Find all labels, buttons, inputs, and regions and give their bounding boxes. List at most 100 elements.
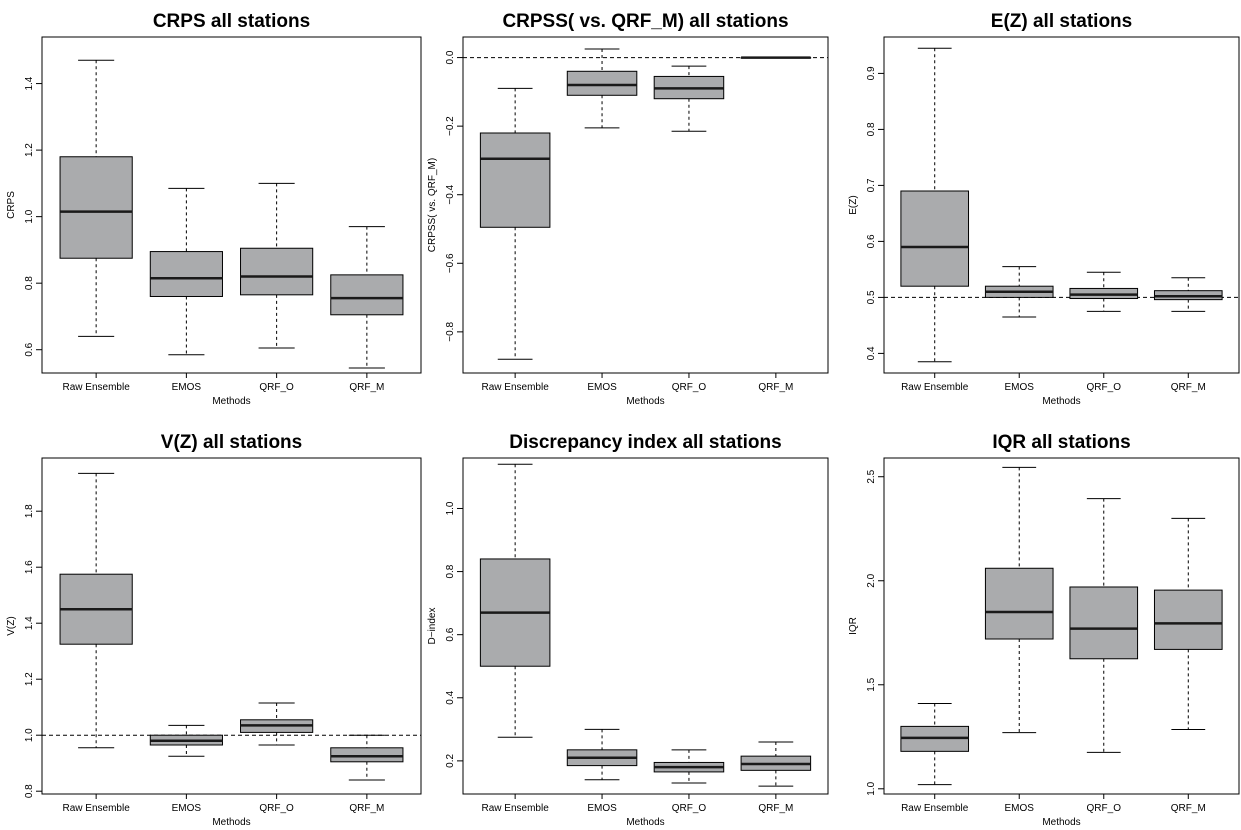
y-tick-label: 0.8	[445, 564, 456, 578]
plot-frame	[41, 457, 422, 795]
y-tick-label: −0.2	[445, 116, 456, 136]
y-tick-label: 1.2	[24, 143, 35, 157]
chart-panel-1: CRPS all stations CRPS 0.6 0.8 1.0 1.2 1.4 Raw …	[6, 11, 422, 407]
box-body	[479, 132, 551, 228]
plot-frame	[462, 457, 829, 795]
y-tick-label: −0.6	[445, 253, 456, 273]
box-body	[566, 70, 638, 96]
box-emos	[984, 266, 1054, 318]
x-tick-label: Raw Ensemble	[63, 382, 131, 393]
x-tick-label: QRF_O	[1087, 382, 1122, 393]
x-tick-label: Raw Ensemble	[901, 803, 969, 814]
box-qrf-m	[740, 741, 812, 787]
y-axis-label: V(Z)	[6, 616, 17, 635]
x-tick-label: Raw Ensemble	[901, 382, 969, 393]
box-raw-ensemble	[900, 702, 970, 786]
box-qrf-m	[330, 226, 404, 369]
box-body	[1153, 589, 1223, 650]
y-tick-label: 0.4	[445, 690, 456, 704]
y-tick-label: 0.2	[445, 753, 456, 767]
x-tick-label: QRF_M	[1171, 803, 1206, 814]
box-qrf-o	[653, 65, 725, 132]
box-raw-ensemble	[59, 59, 133, 337]
y-tick-label: 0.4	[866, 346, 877, 360]
y-tick-label: 1.0	[24, 728, 35, 742]
x-tick-label: Raw Ensemble	[63, 803, 131, 814]
y-tick-label: 1.0	[445, 501, 456, 515]
y-axis-label: D−index	[427, 608, 438, 645]
box-qrf-o	[240, 182, 314, 349]
x-tick-label: QRF_M	[758, 382, 793, 393]
x-tick-label: EMOS	[172, 803, 202, 814]
chart-title: IQR all stations	[992, 432, 1130, 453]
y-tick-label: 1.0	[866, 781, 877, 795]
box-qrf-o	[1069, 271, 1139, 312]
chart-panel-5: Discrepancy index all stations D−index 0.2…	[427, 432, 829, 828]
x-tick-label: QRF_O	[672, 803, 707, 814]
y-axis-label: CRPS	[6, 191, 17, 219]
x-tick-label: QRF_O	[259, 382, 294, 393]
box-emos	[149, 724, 223, 757]
chart-panel-6: IQR all stations IQR 1.0 1.5 2.0 2.5 Raw Ensem…	[848, 432, 1240, 828]
box-body	[984, 567, 1054, 640]
x-axis-label: Methods	[212, 817, 250, 828]
y-tick-label: 0.8	[866, 122, 877, 136]
box-qrf-o	[1069, 498, 1139, 753]
x-tick-label: Raw Ensemble	[482, 382, 550, 393]
box-emos	[566, 728, 638, 781]
box-body	[240, 247, 314, 296]
box-body	[330, 747, 404, 763]
box-body	[59, 156, 133, 259]
box-emos	[566, 48, 638, 129]
box-qrf-o	[653, 749, 725, 784]
box-raw-ensemble	[479, 463, 551, 738]
x-tick-label: QRF_M	[349, 803, 384, 814]
x-axis-label: Methods	[1042, 817, 1080, 828]
y-tick-label: 0.6	[866, 234, 877, 248]
x-tick-label: EMOS	[587, 382, 617, 393]
box-raw-ensemble	[900, 47, 970, 363]
plot-frame	[41, 36, 422, 374]
y-tick-label: 1.2	[24, 672, 35, 686]
chart-title: CRPSS( vs. QRF_M) all stations	[502, 11, 788, 32]
y-tick-label: 2.5	[866, 469, 877, 483]
y-tick-label: 0.5	[866, 290, 877, 304]
chart-title: E(Z) all stations	[991, 11, 1132, 32]
y-tick-label: 0.0	[445, 50, 456, 64]
box-body	[900, 190, 970, 287]
box-body	[1069, 586, 1139, 660]
y-tick-label: 0.8	[24, 276, 35, 290]
y-tick-label: 0.7	[866, 178, 877, 192]
x-tick-label: EMOS	[587, 803, 617, 814]
x-tick-label: QRF_M	[1171, 382, 1206, 393]
chart-panel-3: E(Z) all stations E(Z) 0.4 0.5 0.6 0.7 0.8 0.9 R…	[848, 11, 1240, 407]
y-tick-label: 1.6	[24, 560, 35, 574]
x-tick-label: EMOS	[1005, 803, 1035, 814]
box-qrf-o	[240, 702, 314, 746]
y-tick-label: 0.6	[445, 627, 456, 641]
plot-frame	[883, 457, 1240, 795]
y-tick-label: −0.4	[445, 184, 456, 204]
x-tick-label: Raw Ensemble	[482, 803, 550, 814]
y-tick-label: 1.0	[24, 209, 35, 223]
x-tick-label: QRF_O	[1087, 803, 1122, 814]
box-emos	[149, 187, 223, 356]
x-tick-label: EMOS	[172, 382, 202, 393]
x-axis-label: Methods	[626, 396, 664, 407]
y-tick-label: −0.8	[445, 322, 456, 342]
y-axis-label: CRPSS( vs. QRF_M)	[427, 158, 438, 252]
x-tick-label: EMOS	[1005, 382, 1035, 393]
x-tick-label: QRF_M	[349, 382, 384, 393]
x-tick-label: QRF_O	[259, 803, 294, 814]
box-raw-ensemble	[59, 472, 133, 749]
x-tick-label: QRF_M	[758, 803, 793, 814]
box-qrf-m	[740, 56, 812, 59]
y-tick-label: 1.4	[24, 616, 35, 630]
box-qrf-m	[330, 734, 404, 781]
box-qrf-m	[1153, 277, 1223, 312]
chart-title: CRPS all stations	[153, 11, 310, 32]
x-axis-label: Methods	[1042, 396, 1080, 407]
x-axis-label: Methods	[212, 396, 250, 407]
chart-title: Discrepancy index all stations	[509, 432, 781, 453]
